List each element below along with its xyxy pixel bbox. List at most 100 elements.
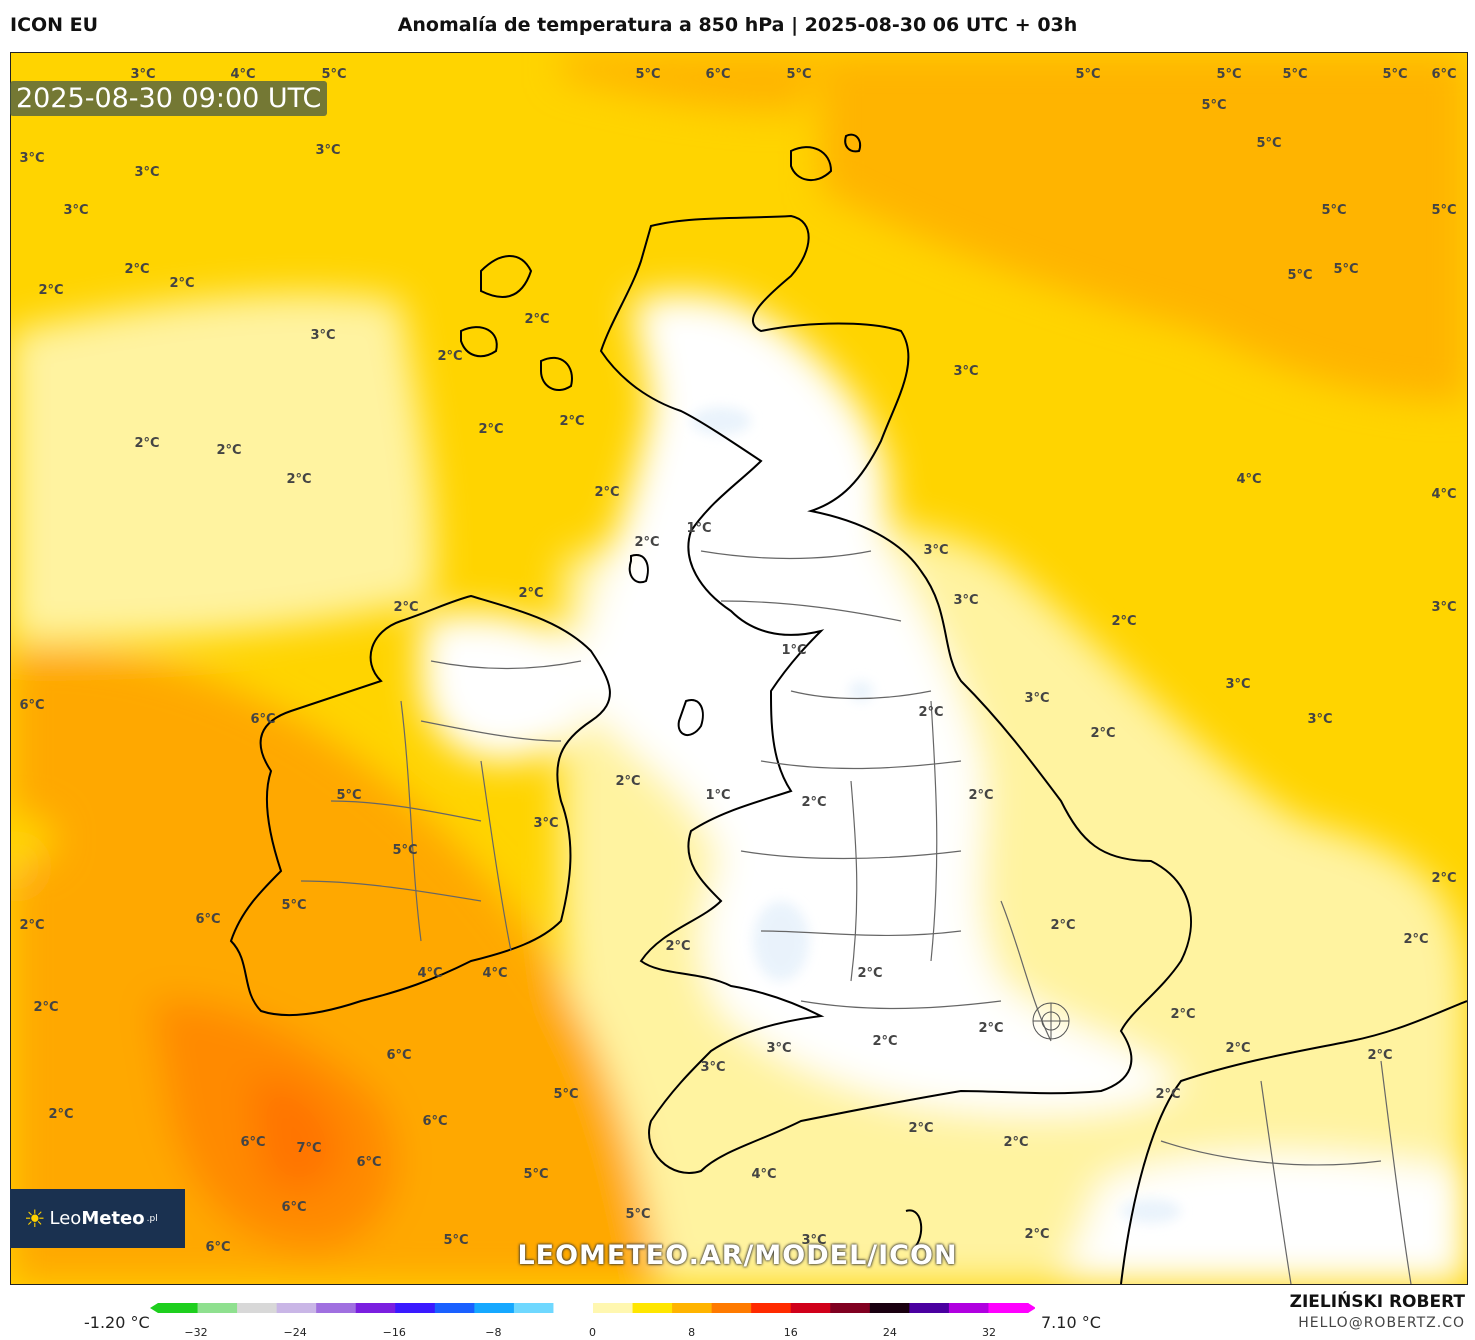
- contour-label: 2°C: [1024, 1227, 1049, 1242]
- contour-label: 2°C: [1431, 871, 1456, 886]
- contour-label: 2°C: [286, 472, 311, 487]
- contour-label: 6°C: [195, 912, 220, 927]
- contour-label: 2°C: [978, 1021, 1003, 1036]
- contour-label: 2°C: [437, 349, 462, 364]
- colorbar-tick-label: 32: [982, 1326, 996, 1339]
- contour-label: 5°C: [635, 67, 660, 82]
- model-url-watermark: LEOMETEO.AR/MODEL/ICON: [517, 1240, 958, 1271]
- map-canvas: 3°C 4°C 5°C 5°C 6°C 5°C 5°C 5°C 5°C 5°C 6°C 5°C 3°C 3…: [11, 53, 1467, 1284]
- contour-label: 2°C: [1225, 1041, 1250, 1056]
- contour-label: 2°C: [1003, 1135, 1028, 1150]
- colorbar-swatch: [830, 1303, 871, 1313]
- contour-label: 1°C: [686, 521, 711, 536]
- coastlines: [229, 133, 1467, 1284]
- contour-label: 5°C: [392, 843, 417, 858]
- logo-suffix: .pl: [146, 1213, 158, 1224]
- colorbar-tick-label: 16: [783, 1326, 798, 1339]
- contour-label: 3°C: [1307, 712, 1332, 727]
- contour-label: 5°C: [281, 898, 306, 913]
- contour-label: 6°C: [705, 67, 730, 82]
- contour-label: 2°C: [216, 443, 241, 458]
- contour-label: 6°C: [422, 1114, 447, 1129]
- anomaly-map[interactable]: 3°C 4°C 5°C 5°C 6°C 5°C 5°C 5°C 5°C 5°C 6°C 5°C 3°C 3…: [10, 52, 1468, 1285]
- contour-label: 2°C: [169, 276, 194, 291]
- contour-label: 2°C: [1155, 1087, 1180, 1102]
- cold-patches: [691, 407, 1181, 1223]
- contour-label: 5°C: [321, 67, 346, 82]
- contour-label: 5°C: [1321, 203, 1346, 218]
- contour-label: 4°C: [1236, 472, 1261, 487]
- contour-label: 5°C: [625, 1207, 650, 1222]
- contour-label: 5°C: [1216, 67, 1241, 82]
- contour-label: 6°C: [281, 1200, 306, 1215]
- contour-label: 5°C: [523, 1167, 548, 1182]
- sun-icon: ☀: [24, 1204, 46, 1233]
- author-email[interactable]: HELLO@ROBERTZ.CO: [1298, 1315, 1465, 1331]
- contour-label: 6°C: [356, 1155, 381, 1170]
- colorbar-swatch: [948, 1303, 989, 1313]
- contour-label: 2°C: [1050, 918, 1075, 933]
- colorbar-swatch: [672, 1303, 713, 1313]
- contour-label: 6°C: [250, 712, 275, 727]
- contour-label: 6°C: [240, 1135, 265, 1150]
- contour-label: 2°C: [518, 586, 543, 601]
- contour-label: 4°C: [417, 966, 442, 981]
- contour-label: 5°C: [553, 1087, 578, 1102]
- colorbar-tick-label: −32: [184, 1326, 208, 1339]
- contour-label: 2°C: [559, 414, 584, 429]
- contour-label: 6°C: [19, 698, 44, 713]
- contour-label: 2°C: [1367, 1048, 1392, 1063]
- colorbar-swatch: [474, 1303, 515, 1313]
- contour-label: 2°C: [615, 774, 640, 789]
- contour-label: 5°C: [786, 67, 811, 82]
- contour-label: 5°C: [1201, 98, 1226, 113]
- contour-label: 2°C: [1111, 614, 1136, 629]
- contour-label: 2°C: [48, 1107, 73, 1122]
- colorbar-extend: [150, 1303, 158, 1313]
- contour-label: 3°C: [801, 1233, 826, 1248]
- colorbar-swatch: [355, 1303, 396, 1313]
- london-districts: [1032, 1002, 1070, 1040]
- colorbar-swatch: [790, 1303, 831, 1313]
- map-title: Anomalía de temperatura a 850 hPa | 2025…: [397, 14, 1078, 36]
- contour-label: 5°C: [1431, 203, 1456, 218]
- contour-label: 6°C: [205, 1240, 230, 1255]
- contour-label: 3°C: [533, 816, 558, 831]
- contour-label: 1°C: [781, 643, 806, 658]
- logo-text-a: Leo: [49, 1208, 82, 1229]
- contour-label: 5°C: [336, 788, 361, 803]
- colorbar-swatch: [395, 1303, 436, 1313]
- contour-label: 3°C: [315, 143, 340, 158]
- contour-label: 7°C: [296, 1141, 321, 1156]
- contour-labels: 3°C 4°C 5°C 5°C 6°C 5°C 5°C 5°C 5°C 5°C 6°C 5°C 3°C 3…: [19, 67, 1456, 1255]
- contour-label: 2°C: [1170, 1007, 1195, 1022]
- contour-label: 5°C: [1282, 67, 1307, 82]
- contour-label: 3°C: [953, 364, 978, 379]
- contour-label: 3°C: [923, 543, 948, 558]
- contour-label: 6°C: [386, 1048, 411, 1063]
- colorbar-tick-label: 0: [589, 1326, 596, 1339]
- colorbar-swatch: [711, 1303, 752, 1313]
- contour-label: 4°C: [751, 1167, 776, 1182]
- contour-label: 2°C: [524, 312, 549, 327]
- contour-label: 2°C: [1090, 726, 1115, 741]
- contour-label: 5°C: [443, 1233, 468, 1248]
- contour-label: 4°C: [482, 966, 507, 981]
- colorbar-swatch: [513, 1303, 554, 1313]
- contour-label: 5°C: [1287, 268, 1312, 283]
- colorbar: [150, 1303, 1035, 1313]
- contour-label: 6°C: [1431, 67, 1456, 82]
- contour-label: 3°C: [1225, 677, 1250, 692]
- colorbar-ticks: −32 −24 −16 −8 0 8 16 24 32: [0, 1326, 1475, 1340]
- contour-label: 3°C: [134, 165, 159, 180]
- colorbar-tick-label: 8: [688, 1326, 696, 1339]
- colorbar-swatch: [276, 1303, 317, 1313]
- contour-label: 3°C: [953, 593, 978, 608]
- contour-label: 2°C: [19, 918, 44, 933]
- contour-label: 4°C: [1431, 487, 1456, 502]
- contour-label: 2°C: [393, 600, 418, 615]
- contour-label: 2°C: [478, 422, 503, 437]
- contour-label: 2°C: [594, 485, 619, 500]
- leometeo-logo[interactable]: ☀ Leo Meteo .pl: [10, 1189, 185, 1248]
- contour-label: 3°C: [130, 67, 155, 82]
